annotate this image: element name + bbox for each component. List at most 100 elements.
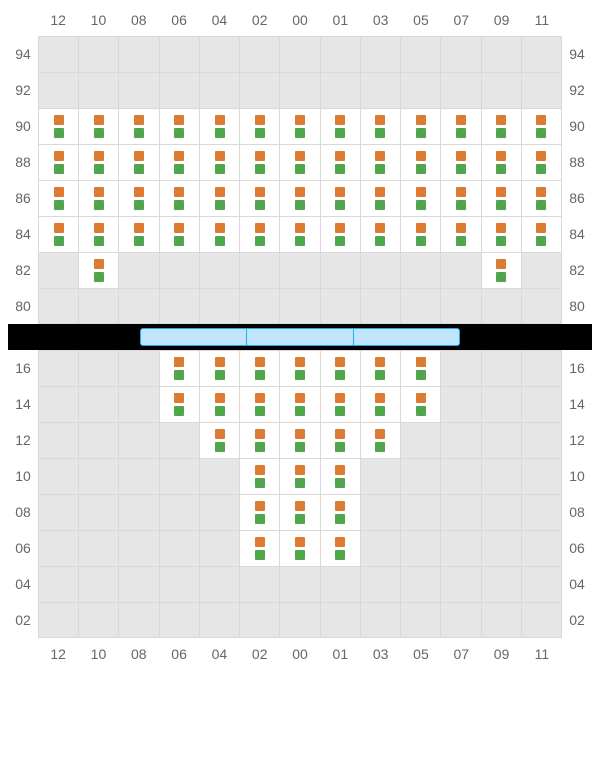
seat-cell[interactable] <box>482 253 522 288</box>
seat-cell[interactable] <box>240 217 280 252</box>
seat-cell[interactable] <box>361 351 401 386</box>
empty-cell <box>441 387 481 422</box>
seat-cell[interactable] <box>160 145 200 180</box>
seat-cell[interactable] <box>200 217 240 252</box>
seat-cell[interactable] <box>280 459 320 494</box>
seat-cell[interactable] <box>79 217 119 252</box>
seat-cell[interactable] <box>321 387 361 422</box>
seat-cell[interactable] <box>200 145 240 180</box>
seat-cell[interactable] <box>200 423 240 458</box>
seat-cell[interactable] <box>482 217 522 252</box>
seat-cell[interactable] <box>160 109 200 144</box>
seat-cell[interactable] <box>522 145 562 180</box>
seat-cell[interactable] <box>321 351 361 386</box>
seat-cell[interactable] <box>200 181 240 216</box>
seat-marker <box>335 151 345 174</box>
seat-cell[interactable] <box>280 423 320 458</box>
seat-cell[interactable] <box>280 351 320 386</box>
seat-cell[interactable] <box>200 387 240 422</box>
seat-cell[interactable] <box>240 387 280 422</box>
empty-cell <box>321 37 361 72</box>
seat-cell[interactable] <box>160 181 200 216</box>
seat-cell[interactable] <box>119 109 159 144</box>
seat-cell[interactable] <box>321 145 361 180</box>
seat-marker <box>496 223 506 246</box>
seat-cell[interactable] <box>522 181 562 216</box>
seat-cell[interactable] <box>321 109 361 144</box>
seat-cell[interactable] <box>482 145 522 180</box>
seat-marker <box>174 151 184 174</box>
seat-cell[interactable] <box>441 109 481 144</box>
seat-cell[interactable] <box>240 109 280 144</box>
seat-cell[interactable] <box>361 217 401 252</box>
row-label: 08 <box>562 494 592 530</box>
seat-cell[interactable] <box>160 387 200 422</box>
empty-cell <box>482 387 522 422</box>
seat-marker <box>134 223 144 246</box>
seat-cell[interactable] <box>280 109 320 144</box>
seat-cell[interactable] <box>39 217 79 252</box>
empty-cell <box>482 351 522 386</box>
seat-cell[interactable] <box>79 181 119 216</box>
seat-cell[interactable] <box>280 181 320 216</box>
seat-cell[interactable] <box>280 387 320 422</box>
seating-map: 12100806040200010305070911 9494929290908… <box>0 0 600 674</box>
seat-cell[interactable] <box>160 217 200 252</box>
seat-cell[interactable] <box>240 145 280 180</box>
empty-cell <box>79 37 119 72</box>
seat-cell[interactable] <box>321 531 361 566</box>
row-label: 90 <box>562 108 592 144</box>
empty-cell <box>79 351 119 386</box>
seat-cell[interactable] <box>160 351 200 386</box>
seat-cell[interactable] <box>522 109 562 144</box>
empty-cell <box>200 531 240 566</box>
seat-cell[interactable] <box>119 217 159 252</box>
seat-cell[interactable] <box>361 423 401 458</box>
seat-cell[interactable] <box>401 109 441 144</box>
seat-cell[interactable] <box>522 217 562 252</box>
seat-cell[interactable] <box>39 145 79 180</box>
seat-cell[interactable] <box>240 181 280 216</box>
seat-cell[interactable] <box>240 495 280 530</box>
seat-cell[interactable] <box>39 109 79 144</box>
seat-cell[interactable] <box>39 181 79 216</box>
seat-cell[interactable] <box>441 145 481 180</box>
seat-cell[interactable] <box>361 387 401 422</box>
seat-cell[interactable] <box>240 459 280 494</box>
seat-cell[interactable] <box>361 145 401 180</box>
seat-cell[interactable] <box>280 145 320 180</box>
seat-cell[interactable] <box>401 217 441 252</box>
seat-cell[interactable] <box>280 217 320 252</box>
seat-cell[interactable] <box>441 181 481 216</box>
seat-cell[interactable] <box>482 181 522 216</box>
seat-cell[interactable] <box>200 109 240 144</box>
empty-cell <box>321 73 361 108</box>
seat-cell[interactable] <box>361 109 401 144</box>
seat-cell[interactable] <box>280 531 320 566</box>
empty-cell <box>522 495 562 530</box>
seat-cell[interactable] <box>321 495 361 530</box>
seat-cell[interactable] <box>361 181 401 216</box>
col-label: 06 <box>159 638 199 670</box>
seat-cell[interactable] <box>401 387 441 422</box>
seat-cell[interactable] <box>119 181 159 216</box>
seat-cell[interactable] <box>321 423 361 458</box>
seat-cell[interactable] <box>441 217 481 252</box>
seat-cell[interactable] <box>321 459 361 494</box>
seat-cell[interactable] <box>321 217 361 252</box>
seat-cell[interactable] <box>401 181 441 216</box>
seat-cell[interactable] <box>119 145 159 180</box>
seat-cell[interactable] <box>482 109 522 144</box>
seat-cell[interactable] <box>401 145 441 180</box>
seat-cell[interactable] <box>240 423 280 458</box>
seat-marker <box>295 537 305 560</box>
seat-cell[interactable] <box>280 495 320 530</box>
seat-cell[interactable] <box>200 351 240 386</box>
seat-cell[interactable] <box>240 351 280 386</box>
seat-cell[interactable] <box>401 351 441 386</box>
seat-cell[interactable] <box>79 253 119 288</box>
seat-cell[interactable] <box>79 109 119 144</box>
seat-cell[interactable] <box>79 145 119 180</box>
seat-cell[interactable] <box>240 531 280 566</box>
seat-cell[interactable] <box>321 181 361 216</box>
